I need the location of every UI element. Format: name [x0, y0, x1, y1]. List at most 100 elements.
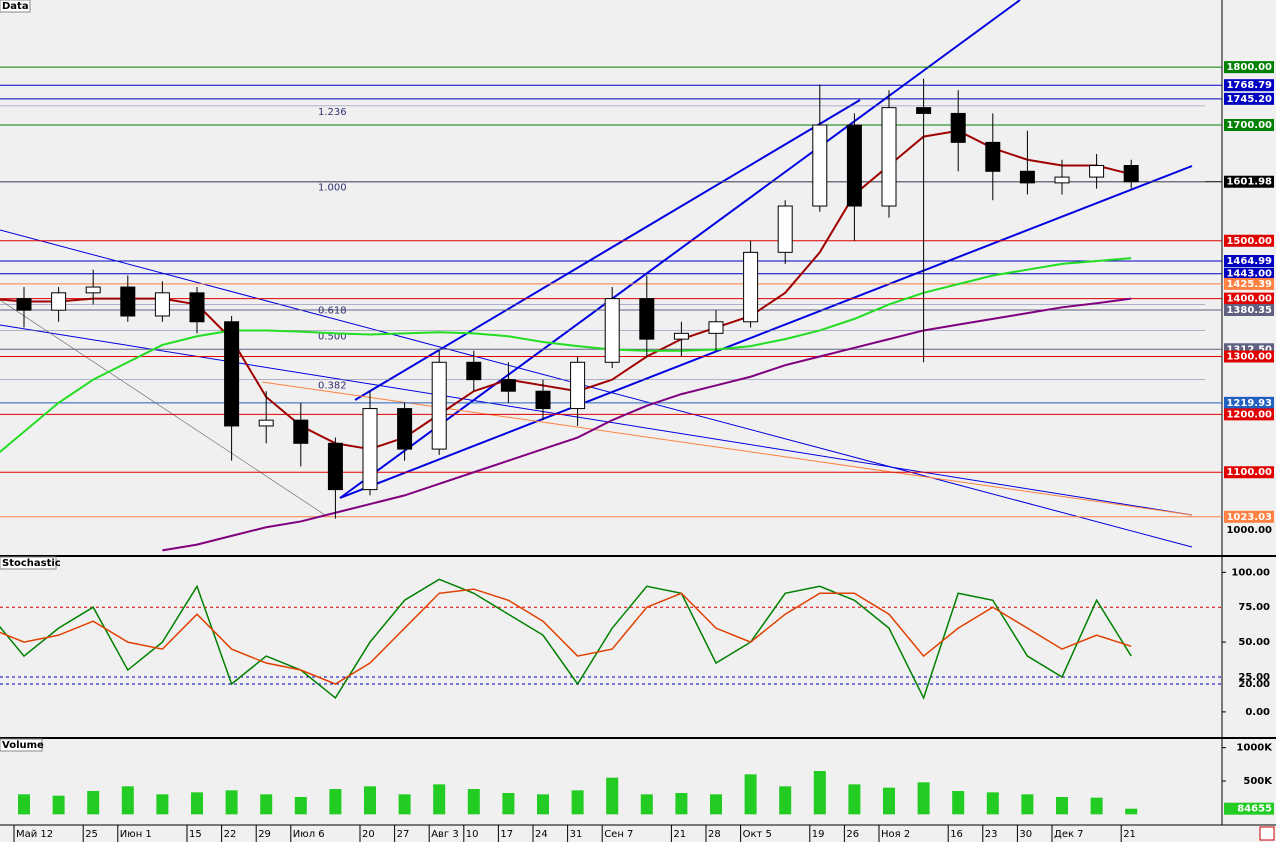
volume-bar — [744, 774, 757, 815]
x-tick-label: 21 — [1123, 829, 1136, 840]
level-label: 1000.00 — [1226, 525, 1272, 536]
x-tick-label: 23 — [985, 829, 998, 840]
stoch-line — [0, 578, 1132, 700]
level-badge — [1224, 277, 1274, 290]
candle-body — [16, 298, 32, 311]
volume-bar — [537, 794, 549, 815]
fib-label: 0.500 — [318, 331, 347, 342]
x-tick-label: 17 — [500, 829, 513, 840]
candle-body — [362, 408, 378, 491]
level-label: 1464.99 — [1226, 256, 1272, 267]
candle-body — [85, 286, 101, 294]
volume-bar — [779, 786, 792, 815]
candle-body — [258, 419, 274, 427]
x-tick-label: 24 — [535, 829, 548, 840]
volume-bar — [502, 793, 515, 815]
volume-bar — [952, 791, 965, 815]
level-label: 1023.03 — [1226, 512, 1272, 523]
candle-body — [812, 124, 828, 207]
candle-body — [224, 321, 240, 427]
candle-body — [708, 321, 724, 334]
volume-bar — [1056, 797, 1068, 815]
x-tick-label: 20 — [362, 829, 375, 840]
volume-bar — [883, 787, 895, 815]
moving-average — [0, 257, 1132, 454]
level-badge — [1224, 267, 1274, 280]
volume-bar — [121, 786, 134, 815]
fib-label: 0.382 — [318, 381, 347, 392]
volume-bar — [571, 790, 584, 815]
fib-label: 1.000 — [318, 183, 347, 194]
level-label: 1425.39 — [1226, 279, 1272, 290]
volume-badge — [1224, 802, 1274, 815]
candle-body — [916, 107, 932, 114]
level-badge — [1224, 119, 1274, 132]
level-badge — [1224, 175, 1274, 188]
x-tick-label: 16 — [950, 829, 963, 840]
stoch-line — [0, 588, 1132, 685]
volume-bar — [398, 794, 411, 815]
moving-average — [162, 297, 1132, 552]
level-badge — [1224, 350, 1274, 363]
volume-bar — [329, 789, 342, 815]
level-badge — [1224, 61, 1274, 74]
level-label: 1601.98 — [1226, 177, 1272, 188]
x-tick-label: 25 — [85, 829, 98, 840]
stoch-tick-label: 0.00 — [1245, 707, 1270, 718]
x-tick-label: Май 12 — [16, 829, 53, 840]
candle-body — [777, 205, 793, 253]
candle-body — [1054, 176, 1070, 184]
x-tick-label: Ноя 2 — [881, 829, 910, 840]
candle-body — [743, 251, 759, 323]
volume-bar — [433, 784, 446, 815]
volume-bar — [675, 793, 688, 815]
volume-bar — [606, 777, 619, 815]
level-label: 1219.93 — [1226, 398, 1272, 409]
level-label: 1800.00 — [1226, 62, 1272, 73]
candle-body — [985, 141, 1001, 172]
x-tick-label: 19 — [812, 829, 825, 840]
candle-body — [881, 107, 897, 207]
x-tick-label: 22 — [224, 829, 237, 840]
level-label: 1700.00 — [1226, 120, 1272, 131]
volume-bar — [294, 797, 307, 815]
x-tick-label: Авг 3 — [431, 829, 459, 840]
volume-bar — [364, 786, 376, 815]
level-badge — [1224, 79, 1274, 92]
panel-title: Data — [2, 1, 29, 12]
volume-bar — [467, 789, 480, 815]
volume-bar — [813, 771, 826, 815]
level-label: 1312.50 — [1226, 344, 1272, 355]
x-tick-label: 29 — [258, 829, 271, 840]
volume-bar — [917, 782, 930, 815]
stoch-tick-label: 20.00 — [1238, 679, 1270, 690]
candle-body — [639, 298, 655, 340]
candle-body — [673, 332, 689, 340]
volume-bar — [87, 791, 100, 815]
level-label: 1400.00 — [1226, 294, 1272, 305]
scroll-button[interactable] — [1259, 826, 1275, 841]
level-label: 1200.00 — [1226, 409, 1272, 420]
x-tick-label: Сен 7 — [604, 829, 633, 840]
x-tick-label: 21 — [673, 829, 686, 840]
level-badge — [1224, 466, 1274, 479]
level-label: 1380.35 — [1226, 305, 1272, 316]
volume-bar — [1090, 797, 1103, 815]
volume-bar — [1125, 808, 1138, 815]
volume-bar — [225, 790, 238, 815]
candle-body — [604, 298, 620, 363]
candle-body — [51, 292, 67, 311]
trend-lines — [0, 0, 1193, 548]
level-label: 1745.20 — [1226, 94, 1272, 105]
panel-label-box — [0, 0, 31, 13]
x-tick-label: Дек 7 — [1054, 829, 1084, 840]
volume-bar — [986, 792, 999, 815]
candle-body — [431, 361, 447, 450]
level-badge — [1224, 408, 1274, 421]
stoch-tick-label: 75.00 — [1238, 602, 1270, 613]
level-label: 1100.00 — [1226, 467, 1272, 478]
volume-bar — [710, 794, 722, 815]
level-badge — [1224, 303, 1274, 316]
moving-average — [0, 129, 1132, 451]
